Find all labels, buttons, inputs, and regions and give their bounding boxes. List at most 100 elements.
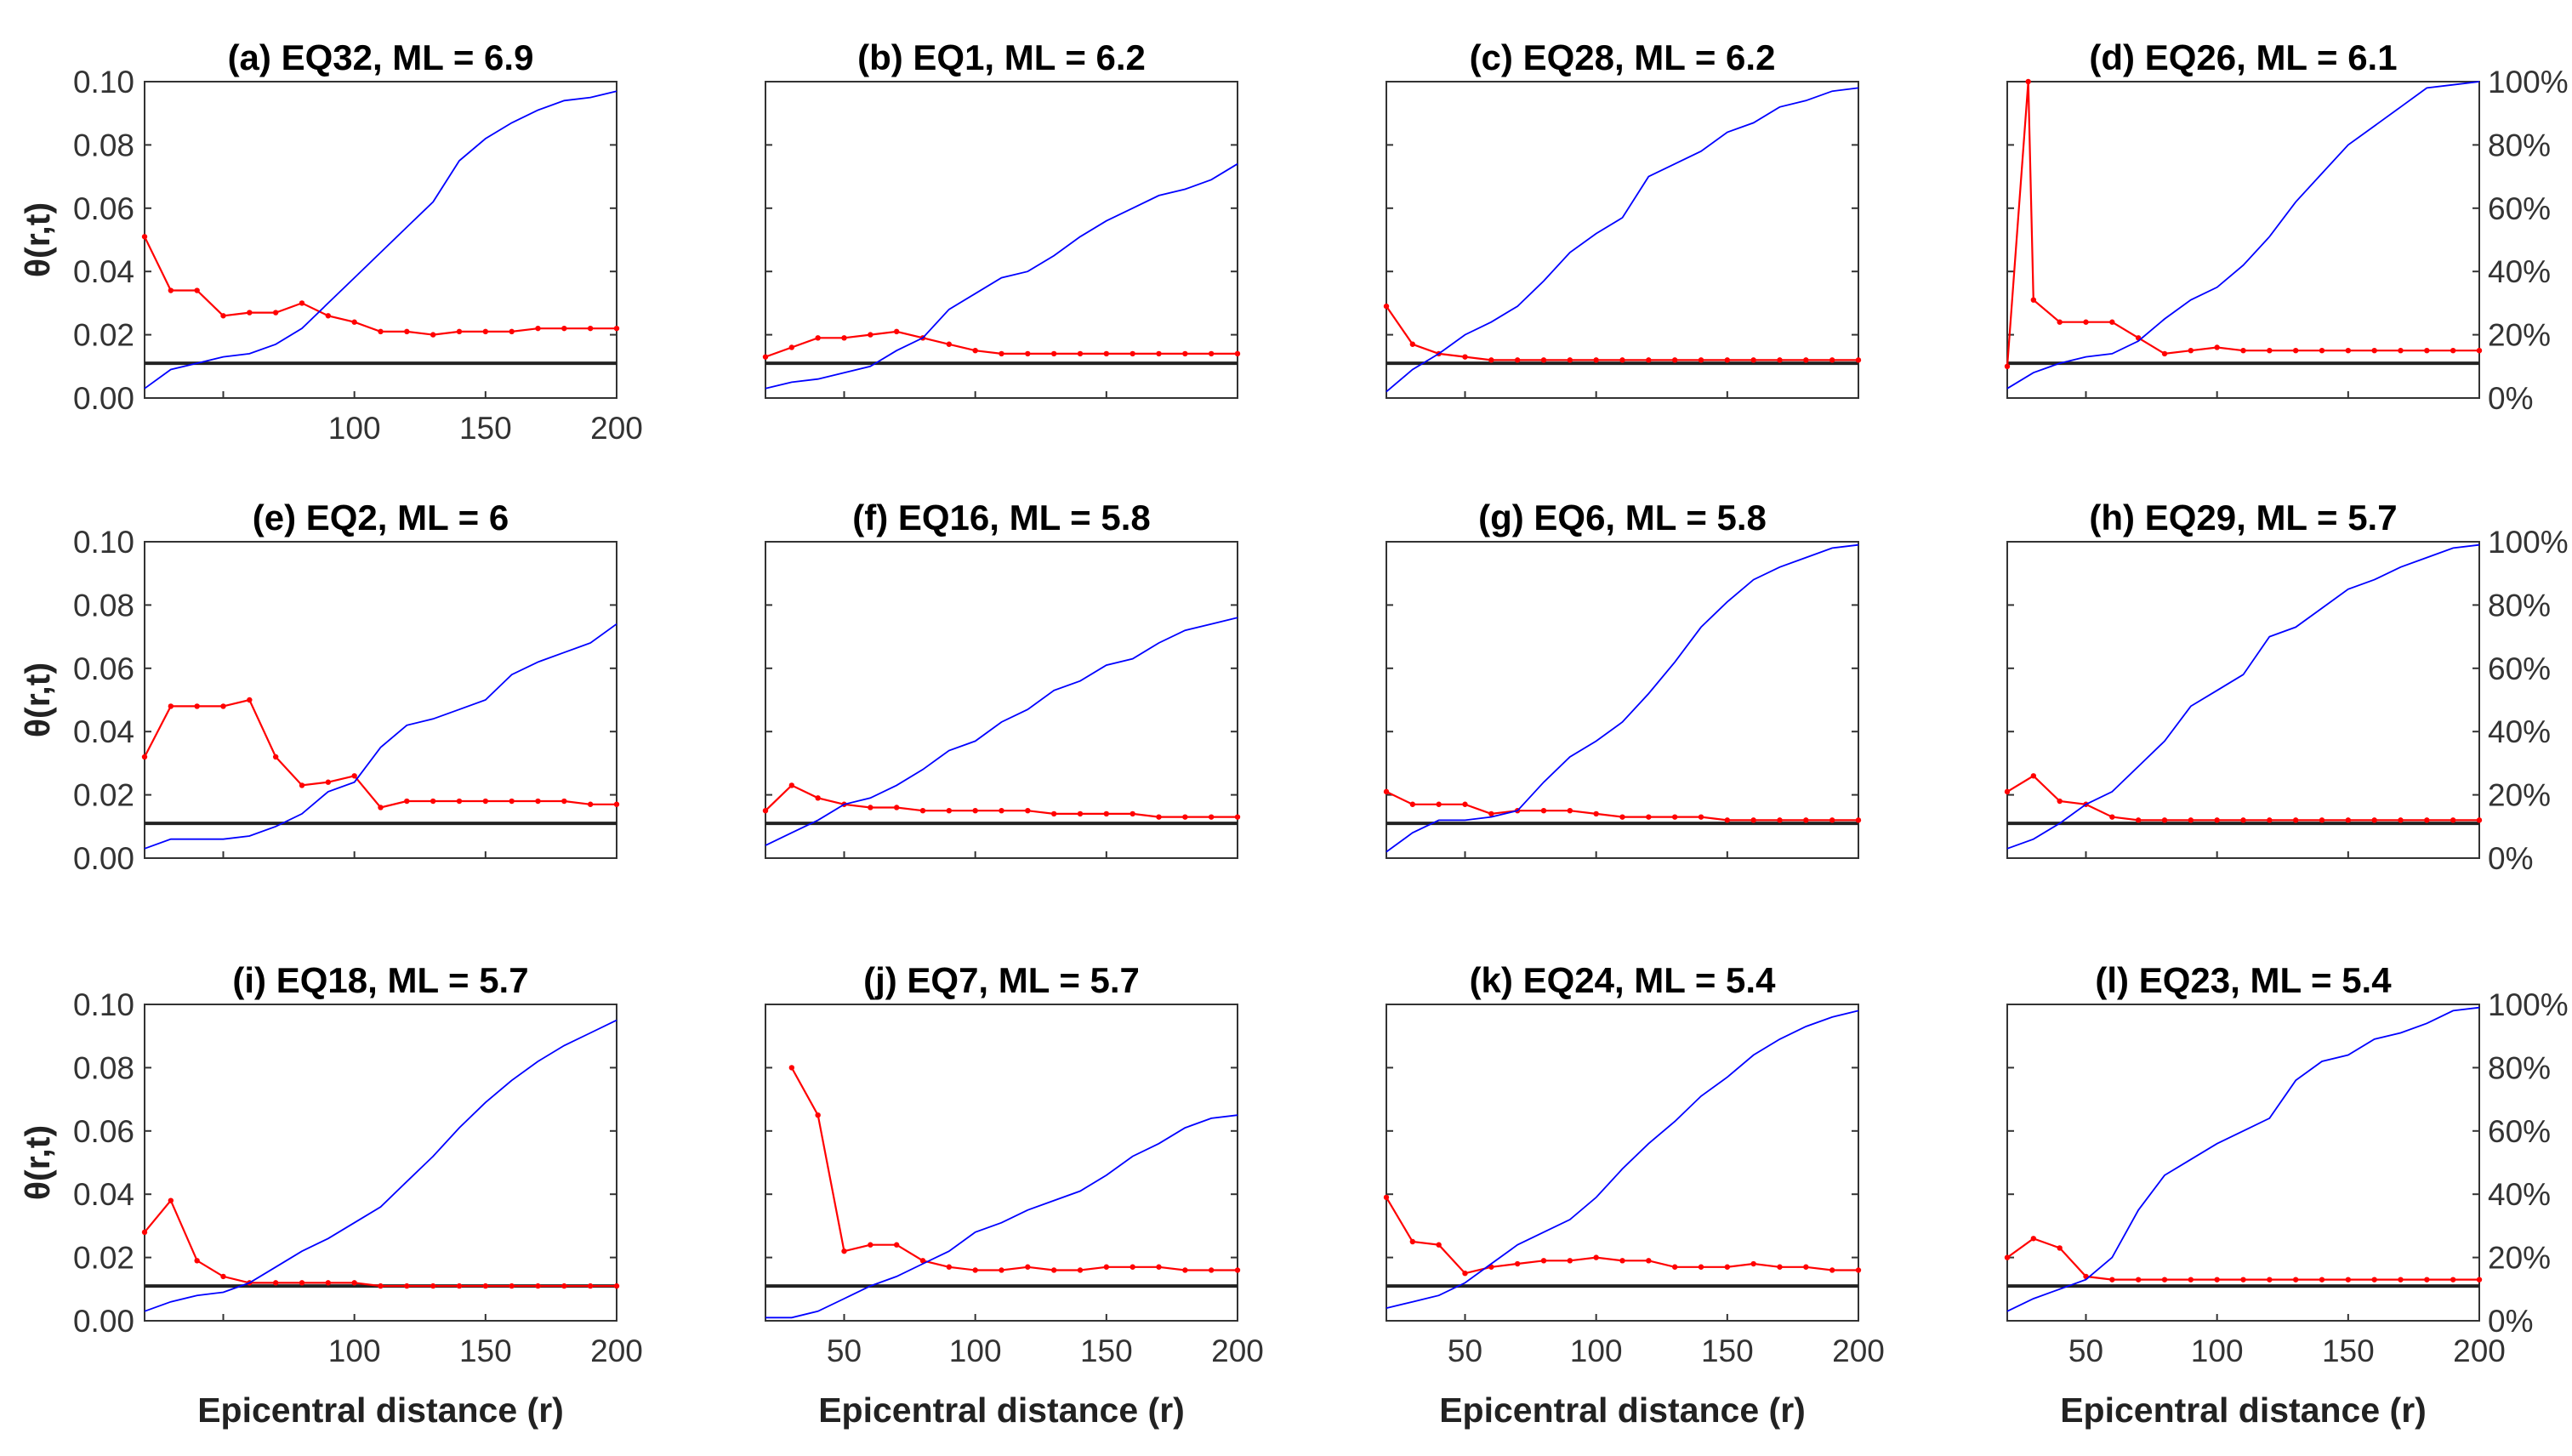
theta-point <box>2371 1277 2377 1283</box>
theta-point <box>2161 350 2168 357</box>
theta-point <box>893 805 900 810</box>
theta-point <box>587 801 594 807</box>
theta-point <box>2240 1277 2246 1283</box>
theta-point <box>868 332 873 338</box>
theta-point <box>972 348 978 354</box>
x-tick-label: 100 <box>328 411 381 446</box>
y2-tick-label: 20% <box>2488 778 2551 813</box>
theta-point <box>1829 1267 1835 1273</box>
panel-b: (b) EQ1, ML = 6.2 <box>762 37 1241 399</box>
x-tick-label: 150 <box>2322 1334 2375 1368</box>
x-tick-label: 50 <box>827 1334 862 1368</box>
theta-point <box>220 703 226 709</box>
percent-series-line <box>2006 543 2480 850</box>
theta-point <box>404 1283 410 1289</box>
y-tick-label: 0.08 <box>73 588 134 623</box>
theta-point <box>972 808 978 814</box>
theta-point <box>194 1258 200 1264</box>
panel-f: (f) EQ16, ML = 5.8 <box>762 498 1241 859</box>
theta-point <box>2135 1277 2142 1283</box>
theta-point <box>868 1242 873 1248</box>
y2-tick-label: 40% <box>2488 1177 2551 1212</box>
x-tick-label: 200 <box>590 1334 643 1368</box>
y-tick-label: 0.00 <box>73 381 134 416</box>
theta-point <box>1383 788 1390 795</box>
theta-point <box>1025 1264 1031 1270</box>
theta-point <box>1409 1238 1416 1245</box>
theta-point <box>613 1283 620 1289</box>
theta-point <box>2292 817 2299 823</box>
plot-frame <box>1386 541 1859 859</box>
theta-point <box>325 1280 332 1286</box>
y-tick-label: 0.06 <box>73 1114 134 1149</box>
theta-point <box>762 354 769 360</box>
theta-point <box>1646 357 1652 363</box>
theta-point <box>1540 1258 1547 1264</box>
theta-point <box>220 313 226 319</box>
theta-point <box>2424 817 2430 823</box>
theta-point <box>351 773 357 779</box>
theta-point <box>1593 810 1599 817</box>
percent-series-line <box>144 1019 617 1312</box>
theta-point <box>482 798 489 805</box>
theta-point <box>1234 1267 1241 1273</box>
theta-point <box>2292 1277 2299 1283</box>
theta-point <box>2476 348 2483 354</box>
theta-point <box>788 1065 795 1071</box>
theta-point <box>2214 344 2220 350</box>
theta-point <box>299 782 305 788</box>
panel-l: (l) EQ23, ML = 5.4 0% 20% 40% 60% 80% 100% 50 10… <box>2004 960 2569 1368</box>
theta-point <box>2398 348 2404 354</box>
theta-point <box>1156 350 1162 357</box>
theta-point <box>2214 817 2220 823</box>
theta-point <box>919 808 926 814</box>
theta-point <box>272 310 279 316</box>
theta-point <box>2135 817 2142 823</box>
theta-point <box>561 798 567 805</box>
theta-point <box>1103 350 1110 357</box>
theta-point <box>2004 363 2011 369</box>
theta-point <box>430 332 436 338</box>
panel-title: (g) EQ6, ML = 5.8 <box>1478 498 1767 537</box>
plot-frame <box>2006 1004 2480 1322</box>
x-axis-labels: Epicentral distance (r) Epicentral distan… <box>197 1391 2427 1430</box>
theta-point <box>2025 78 2031 85</box>
y-tick-label: 0.02 <box>73 778 134 813</box>
x-tick-label: 150 <box>459 1334 512 1368</box>
percent-series-line <box>1386 1010 1859 1309</box>
y-tick-label: 0.10 <box>73 525 134 560</box>
theta-point <box>141 1229 148 1236</box>
theta-point <box>999 808 1004 814</box>
theta-point <box>456 798 463 805</box>
theta-point <box>1698 1264 1704 1270</box>
theta-point <box>1208 814 1215 820</box>
theta-point <box>2109 814 2115 820</box>
theta-point <box>561 325 567 332</box>
theta-point <box>2450 817 2456 823</box>
x-tick-label: 150 <box>1080 1334 1133 1368</box>
theta-point <box>2240 817 2246 823</box>
theta-point <box>587 325 594 332</box>
theta-point <box>1462 801 1468 807</box>
theta-point <box>404 798 410 805</box>
theta-point <box>1671 357 1678 363</box>
theta-point <box>299 300 305 306</box>
theta-point <box>2450 348 2456 354</box>
theta-point <box>999 1267 1004 1273</box>
theta-point <box>868 805 873 810</box>
theta-point <box>1777 817 1783 823</box>
left-axis-label: θ(r,t) <box>18 202 57 277</box>
theta-point <box>1103 1264 1110 1270</box>
panel-k: (k) EQ24, ML = 5.4 50 100 150 200 <box>1383 960 1885 1368</box>
theta-point <box>2240 348 2246 354</box>
theta-point <box>2450 1277 2456 1283</box>
theta-point <box>1383 303 1390 310</box>
theta-point <box>1750 1260 1756 1267</box>
panel-a: (a) EQ32, ML = 6.9 0.00 0.02 0.04 0.06 0.08 0.… <box>73 37 643 446</box>
y2-tick-label: 40% <box>2488 254 2551 289</box>
theta-point <box>2214 1277 2220 1283</box>
y2-tick-label: 20% <box>2488 318 2551 353</box>
panel-title: (k) EQ24, ML = 5.4 <box>1470 960 1777 1000</box>
panel-j: (j) EQ7, ML = 5.7 50 100 150 200 <box>765 960 1264 1368</box>
theta-point <box>509 798 515 805</box>
